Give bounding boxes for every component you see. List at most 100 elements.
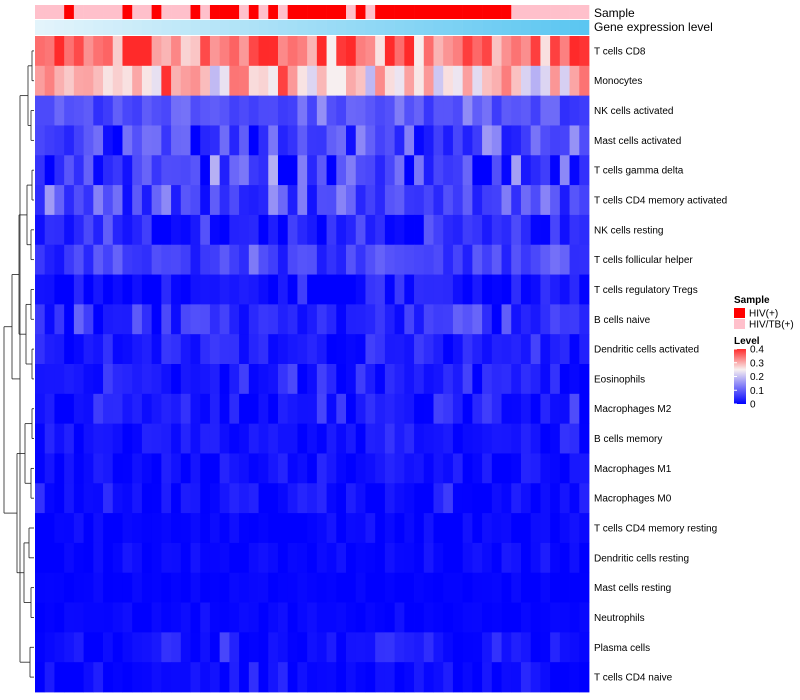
heatmap-cell [190, 572, 201, 603]
legend-swatch-hiv-tb [734, 319, 745, 329]
heatmap-cell [569, 572, 580, 603]
heatmap-cell [433, 364, 444, 395]
heatmap-cell [200, 513, 211, 544]
heatmap-cell [520, 36, 532, 67]
expression-cell [161, 20, 172, 35]
heatmap-cell [472, 304, 483, 335]
heatmap-cell [423, 334, 434, 365]
heatmap-cell [190, 662, 201, 693]
heatmap-cell [443, 36, 454, 67]
heatmap-cell [316, 542, 327, 574]
heatmap-cell [540, 423, 551, 454]
heatmap-cell [229, 483, 240, 514]
heatmap-cell [209, 95, 221, 126]
heatmap-cell [491, 662, 502, 693]
heatmap-cell [180, 244, 191, 275]
heatmap-cell [200, 483, 211, 514]
heatmap-cell [287, 334, 298, 365]
heatmap-cell [452, 274, 464, 305]
sample-cell [209, 5, 220, 19]
heatmap-cell [316, 602, 327, 633]
heatmap-cell [423, 155, 434, 186]
heatmap-cell [132, 214, 143, 246]
heatmap-cell [559, 304, 570, 335]
heatmap-cell [112, 632, 123, 663]
heatmap-cell [423, 662, 434, 693]
heatmap-cell [316, 632, 327, 663]
heatmap-cell [190, 155, 201, 186]
heatmap-cell [44, 572, 55, 603]
heatmap-cell [161, 125, 172, 156]
heatmap-cell [326, 602, 337, 633]
heatmap-cell [258, 393, 269, 425]
heatmap-cell [200, 572, 211, 603]
heatmap-cell [452, 95, 464, 126]
heatmap-cell [316, 334, 327, 365]
heatmap-cell [258, 304, 269, 335]
heatmap-cell [326, 36, 337, 67]
heatmap-cell [122, 483, 133, 514]
heatmap-cell [346, 453, 357, 484]
heatmap-cell [132, 453, 143, 484]
heatmap-cell [287, 513, 298, 544]
heatmap-cell [433, 36, 444, 67]
sample-cell [559, 5, 570, 19]
heatmap-cell [54, 393, 65, 425]
heatmap-cell [414, 423, 425, 454]
heatmap-cell [433, 185, 444, 216]
heatmap-cell [482, 65, 493, 97]
heatmap-cell [83, 572, 94, 603]
heatmap-cell [35, 483, 46, 514]
heatmap-cell [64, 542, 75, 574]
heatmap-cell [239, 214, 250, 246]
heatmap-cell [355, 36, 366, 67]
heatmap-cell [83, 393, 94, 425]
heatmap-cell [287, 662, 298, 693]
row-label: Macrophages M0 [594, 494, 672, 505]
expression-cell [326, 20, 337, 35]
heatmap-cell [239, 572, 250, 603]
heatmap-cell [171, 185, 182, 216]
heatmap-cell [550, 393, 561, 425]
heatmap-cell [482, 393, 493, 425]
heatmap-cell [433, 274, 444, 305]
heatmap-cell [277, 334, 289, 365]
heatmap-cell [462, 662, 473, 693]
heatmap-cell [511, 572, 522, 603]
heatmap-cell [550, 423, 561, 454]
row-label: Macrophages M2 [594, 404, 672, 415]
heatmap-cell [307, 483, 318, 514]
heatmap-cell [297, 364, 308, 395]
heatmap-cell [443, 423, 454, 454]
heatmap-cell [569, 393, 580, 425]
heatmap-cell [414, 513, 425, 544]
heatmap-cell [190, 125, 201, 156]
legend-label-hiv: HIV(+) [749, 309, 778, 320]
heatmap-cell [83, 542, 94, 574]
heatmap-cell [482, 662, 493, 693]
heatmap-cell [569, 602, 580, 633]
heatmap-cell [54, 155, 65, 186]
heatmap-cell [44, 662, 55, 693]
heatmap-cell [346, 513, 357, 544]
heatmap-cell [93, 602, 104, 633]
row-label: Monocytes [594, 76, 642, 87]
heatmap-cell [550, 483, 561, 514]
heatmap-cell [404, 364, 415, 395]
heatmap-cell [336, 423, 347, 454]
heatmap-cell [44, 364, 55, 395]
heatmap-cell [520, 393, 532, 425]
heatmap-cell [307, 36, 318, 67]
heatmap-cell [44, 95, 55, 126]
heatmap-cell [287, 155, 298, 186]
heatmap-cell [141, 304, 153, 335]
heatmap-cell [258, 65, 269, 97]
heatmap-cell [501, 334, 512, 365]
sample-cell [277, 5, 289, 19]
heatmap-cell [180, 602, 191, 633]
heatmap-cell [132, 36, 143, 67]
heatmap-cell [200, 334, 211, 365]
heatmap-cell [258, 214, 269, 246]
heatmap-cell [501, 36, 512, 67]
heatmap-cell [141, 572, 153, 603]
